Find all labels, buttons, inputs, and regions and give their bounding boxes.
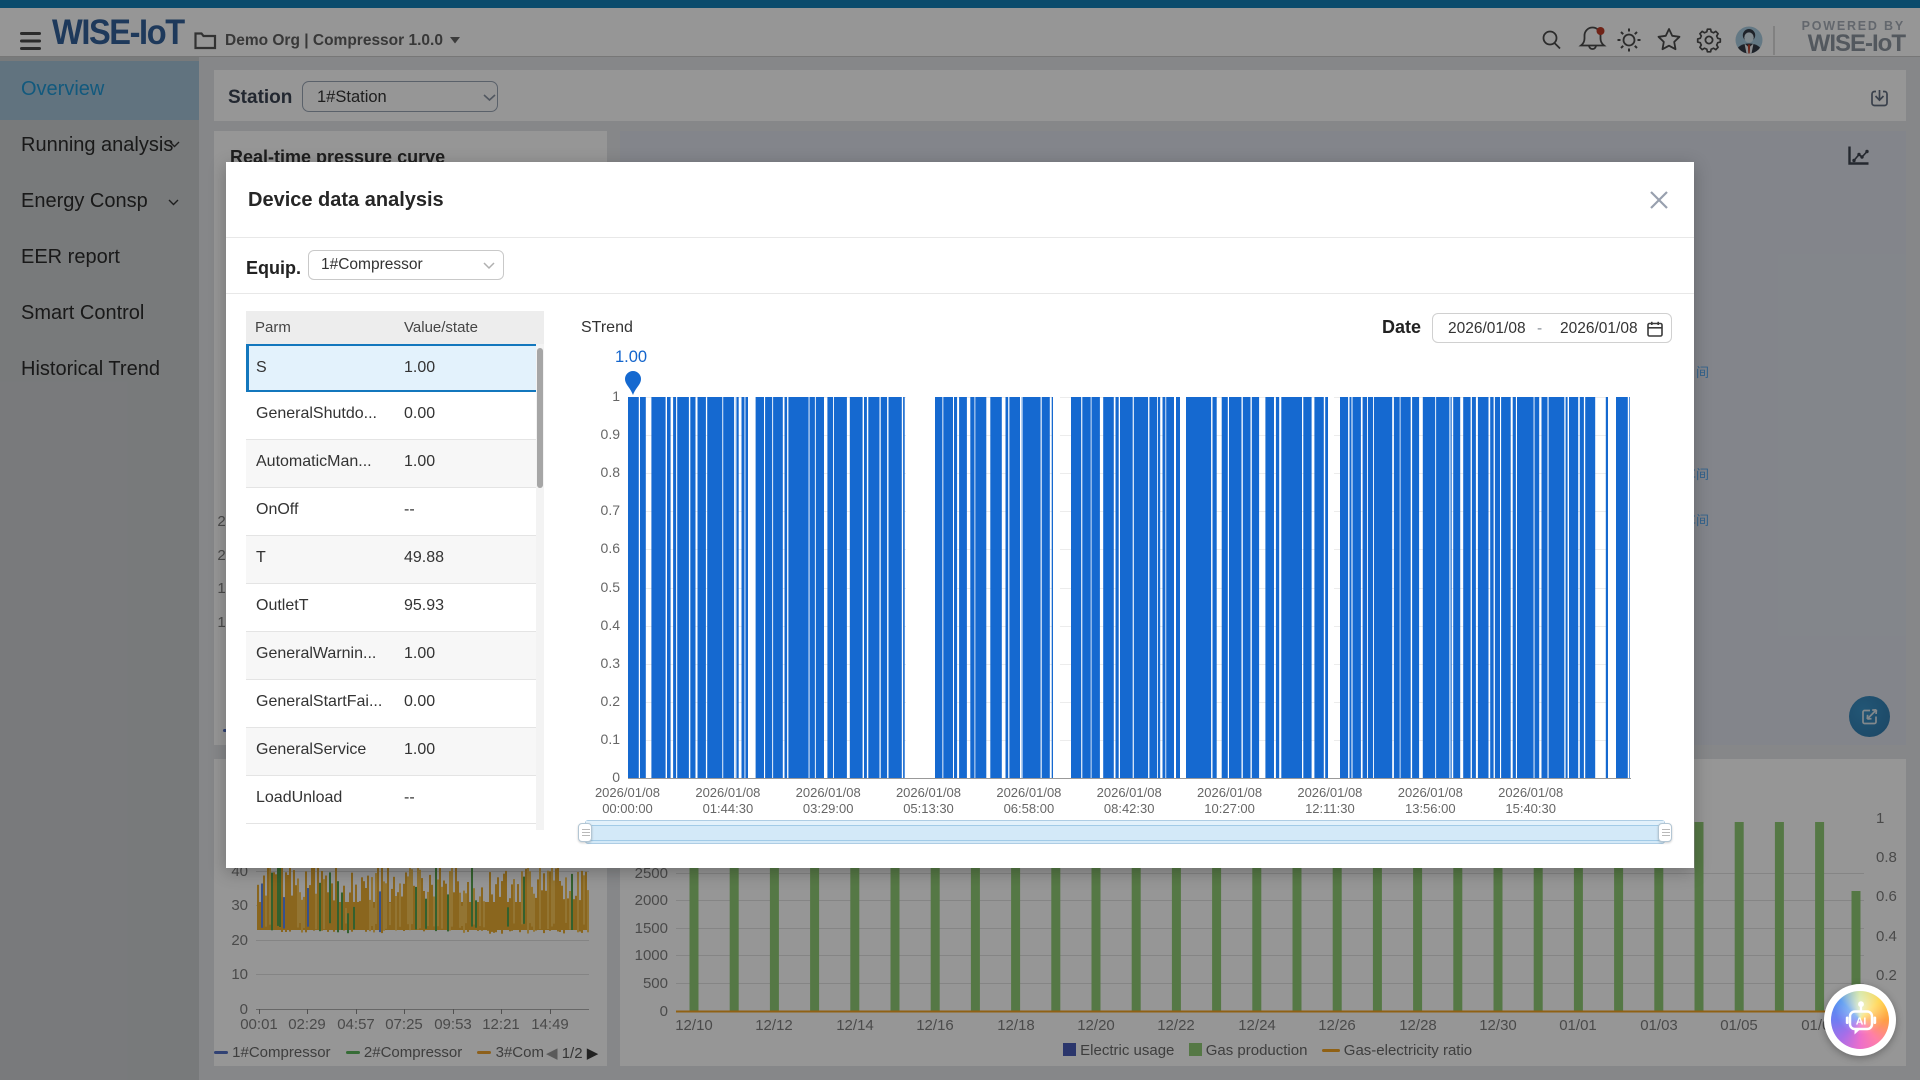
svg-text:AI: AI [1856,1016,1867,1028]
